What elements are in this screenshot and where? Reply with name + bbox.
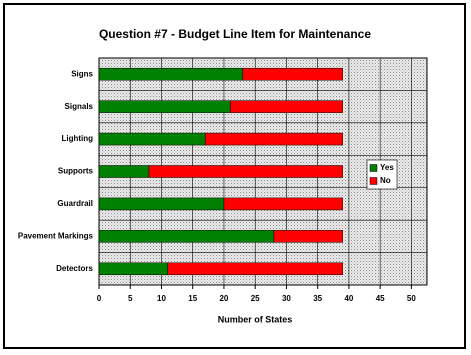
x-tick-label: 25 <box>251 294 260 303</box>
x-axis-label: Number of States <box>218 314 293 324</box>
legend-swatch <box>369 177 378 185</box>
bar-segment <box>98 67 243 81</box>
legend-swatch <box>369 164 378 172</box>
legend-label: Yes <box>380 163 394 172</box>
y-tick-label: Signs <box>71 69 93 78</box>
x-tick-label: 20 <box>219 294 228 303</box>
chart-title: Question #7 - Budget Line Item for Maint… <box>99 27 371 41</box>
bar-segment <box>98 262 168 276</box>
y-tick-label: Supports <box>58 167 94 176</box>
bar-segment <box>273 230 343 243</box>
y-tick-label: Signals <box>65 102 94 111</box>
y-tick-label: Guardrail <box>57 199 93 208</box>
y-tick-label: Pavement Markings <box>18 231 94 240</box>
y-tick-label: Detectors <box>56 264 93 273</box>
x-tick-label: 5 <box>128 294 133 303</box>
bar-segment <box>98 230 275 243</box>
x-tick-label: 45 <box>376 294 385 303</box>
bar-segment <box>223 197 343 211</box>
bar-segment <box>242 67 343 81</box>
x-tick-label: 50 <box>407 294 416 303</box>
x-tick-label: 10 <box>157 294 166 303</box>
x-tick-label: 15 <box>188 294 197 303</box>
y-tick-label: Lighting <box>61 134 93 143</box>
bar-segment <box>98 132 206 146</box>
x-tick-label: 35 <box>313 294 322 303</box>
bar-segment <box>204 132 343 146</box>
bar-segment <box>98 197 225 211</box>
legend-label: No <box>380 176 391 185</box>
bar-segment <box>229 100 343 113</box>
bar-segment <box>148 165 343 178</box>
x-tick-label: 0 <box>97 294 102 303</box>
bar-segment <box>98 100 231 113</box>
x-tick-label: 30 <box>282 294 291 303</box>
bar-segment <box>167 262 343 276</box>
x-tick-label: 40 <box>344 294 353 303</box>
bar-segment <box>98 165 150 178</box>
